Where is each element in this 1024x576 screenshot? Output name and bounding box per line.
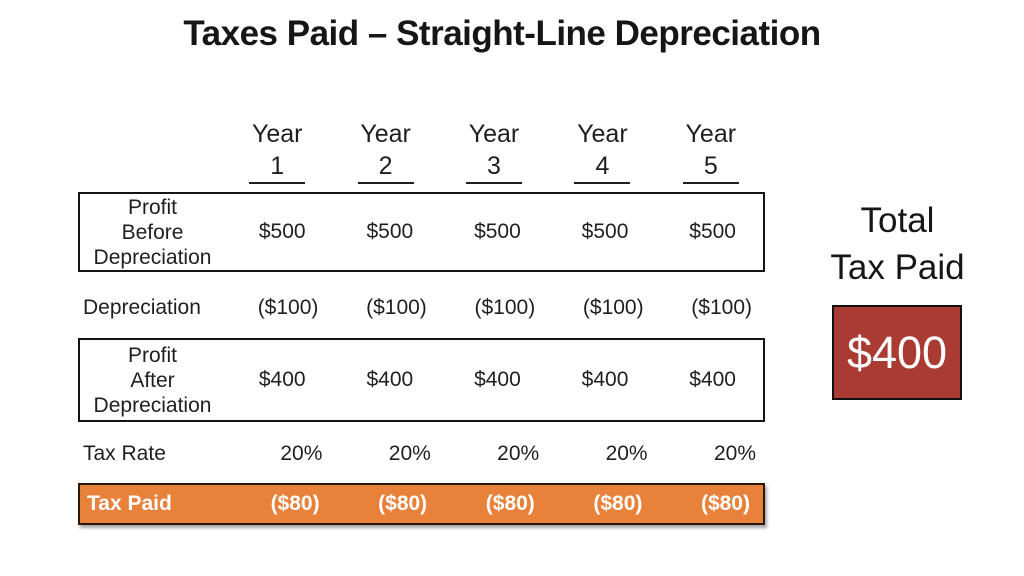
row-tax-paid: Tax Paid ($80) ($80) ($80) ($80) ($80): [78, 483, 765, 525]
row-label: Depreciation: [83, 296, 201, 319]
cell-value: $400: [689, 368, 736, 391]
cell-value: ($80): [485, 492, 535, 515]
cell-value: ($100): [474, 296, 536, 319]
cell-value: ($100): [257, 296, 319, 319]
row-depreciation: Depreciation ($100) ($100) ($100) ($100)…: [78, 288, 765, 328]
row-tax-rate: Tax Rate 20% 20% 20% 20% 20%: [78, 434, 765, 474]
row-profit-after-depreciation: Profit After Depreciation $400 $400 $400…: [78, 338, 765, 422]
year-word: Year: [251, 120, 303, 148]
cell-value: 20%: [280, 442, 323, 465]
cell-value: $500: [258, 220, 306, 243]
cell-value: ($100): [582, 296, 644, 319]
cell-value: ($80): [270, 492, 320, 515]
year-header-4: Year 4: [548, 108, 656, 184]
year-header-1: Year 1: [223, 108, 331, 184]
cell-value: ($100): [691, 296, 752, 319]
cell-value: $500: [689, 220, 736, 243]
cell-value: 20%: [605, 442, 648, 465]
total-label-line: Total: [860, 201, 935, 240]
cell-value: 20%: [388, 442, 431, 465]
row-label-line: Profit: [127, 343, 177, 367]
year-word: Year: [577, 120, 628, 148]
cell-value: 20%: [713, 442, 756, 465]
cell-value: ($80): [700, 492, 750, 515]
year-word: Year: [685, 120, 737, 148]
row-label-line: Depreciation: [93, 245, 212, 269]
row-label: Profit After Depreciation: [80, 343, 225, 418]
year-number: 3: [465, 152, 522, 184]
depreciation-table: Year 1 Year 2 Year 3 Year 4 Year 5: [78, 108, 765, 533]
year-word: Year: [360, 120, 411, 148]
cell-value: ($80): [378, 492, 428, 515]
row-label: Tax Paid: [87, 492, 172, 515]
cell-value: $400: [581, 368, 629, 391]
cell-value: $400: [258, 368, 306, 391]
cell-value: $500: [474, 220, 521, 243]
row-label-line: After: [130, 368, 175, 392]
cell-value: $500: [581, 220, 629, 243]
year-number: 1: [249, 152, 306, 184]
total-tax-paid-label: Total Tax Paid: [815, 197, 980, 291]
row-label-line: Depreciation: [93, 393, 212, 417]
year-word: Year: [468, 120, 520, 148]
row-profit-before-depreciation: Profit Before Depreciation $500 $500 $50…: [78, 192, 765, 272]
cell-value: $400: [366, 368, 414, 391]
total-label-line: Tax Paid: [830, 248, 965, 287]
year-number: 2: [357, 152, 414, 184]
year-number: 4: [574, 152, 631, 184]
table-header-row: Year 1 Year 2 Year 3 Year 4 Year 5: [78, 108, 765, 184]
cell-value: 20%: [497, 442, 540, 465]
total-tax-paid-box: $400: [832, 305, 962, 400]
page-title: Taxes Paid – Straight-Line Depreciation: [183, 14, 821, 53]
row-label: Profit Before Depreciation: [80, 195, 225, 270]
cell-value: $400: [474, 368, 521, 391]
total-tax-paid-value: $400: [846, 326, 948, 378]
row-label-line: Profit: [127, 195, 177, 219]
year-header-3: Year 3: [440, 108, 548, 184]
row-label-line: Before: [121, 220, 184, 244]
year-header-5: Year 5: [657, 108, 765, 184]
header-spacer: [78, 108, 223, 184]
cell-value: ($80): [593, 492, 643, 515]
year-number: 5: [682, 152, 739, 184]
cell-value: $500: [366, 220, 414, 243]
year-header-2: Year 2: [331, 108, 439, 184]
cell-value: ($100): [366, 296, 427, 319]
row-label: Tax Rate: [83, 442, 166, 465]
